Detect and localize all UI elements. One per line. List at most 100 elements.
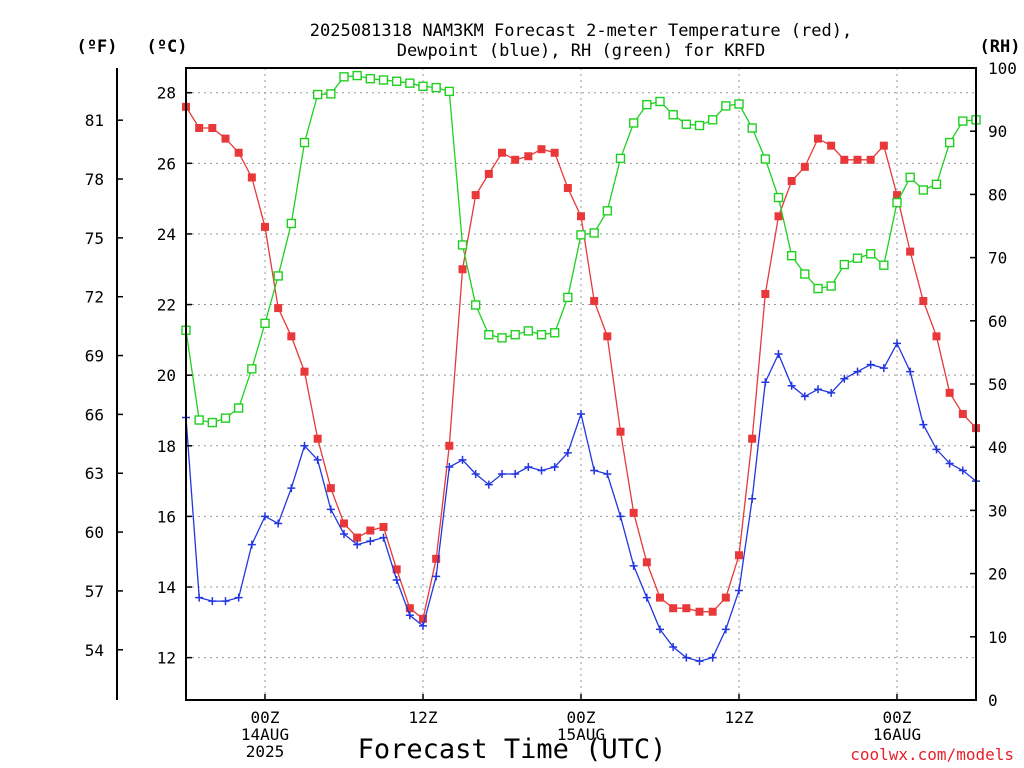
dewpoint-point <box>287 484 296 493</box>
dewpoint-point <box>590 466 599 475</box>
rh-point <box>286 218 297 229</box>
temperature-point <box>405 604 414 613</box>
fahrenheit-tick-label: 66 <box>85 405 104 424</box>
dewpoint-point <box>827 388 836 397</box>
dewpoint-point <box>800 392 809 401</box>
rh-point <box>747 123 757 133</box>
dewpoint-point <box>484 480 493 489</box>
temperature-point <box>893 191 901 200</box>
dewpoint-point <box>195 593 204 602</box>
rh-point <box>576 230 586 240</box>
rh-point <box>760 154 771 164</box>
temperature-point <box>340 519 348 528</box>
rh-tick-label: 50 <box>988 375 1007 394</box>
rh-point <box>800 269 810 279</box>
dewpoint-point <box>958 466 967 475</box>
dewpoint-point <box>814 385 822 394</box>
rh-point <box>444 86 455 97</box>
temperature-point <box>656 593 664 602</box>
rh-point <box>220 413 231 423</box>
temperature-point <box>484 169 493 178</box>
dewpoint-point <box>906 367 915 376</box>
rh-point <box>523 326 534 336</box>
temperature-point <box>708 607 717 616</box>
celsius-unit-label: (ºC) <box>147 37 188 57</box>
temperature-point <box>669 604 678 613</box>
celsius-tick-label: 28 <box>157 84 176 103</box>
dewpoint-point <box>669 643 678 652</box>
rh-tick-label: 70 <box>988 249 1007 268</box>
dewpoint-point <box>748 494 757 503</box>
dewpoint-point <box>392 575 401 584</box>
temperature-point <box>827 141 836 150</box>
rh-point <box>958 116 968 126</box>
temperature-point <box>195 124 204 133</box>
temperature-point <box>932 332 941 341</box>
temperature-point <box>590 297 599 306</box>
dewpoint-point <box>563 448 572 457</box>
dewpoint-point <box>419 621 427 630</box>
rh-tick-label: 10 <box>988 628 1007 647</box>
temperature-point <box>379 522 388 531</box>
dewpoint-point <box>208 597 217 606</box>
dewpoint-point <box>919 420 928 429</box>
dewpoint-point <box>840 374 849 383</box>
rh-point <box>734 99 744 109</box>
dewpoint-point <box>234 593 243 602</box>
dewpoint-point <box>445 462 454 471</box>
temperature-point <box>682 604 691 613</box>
dewpoint-point <box>353 540 362 549</box>
rh-point <box>628 118 639 128</box>
rh-point <box>405 78 415 88</box>
x-tick-label: 15AUG <box>557 725 605 744</box>
celsius-tick-label: 24 <box>157 225 176 244</box>
rh-point <box>365 74 376 84</box>
rh-point <box>839 259 850 270</box>
fahrenheit-tick-label: 81 <box>85 111 104 130</box>
site-credit: coolwx.com/models <box>850 745 1014 764</box>
fahrenheit-tick-label: 69 <box>85 347 104 366</box>
rh-point <box>707 115 718 125</box>
rh-point <box>247 364 257 374</box>
temperature-point <box>563 184 572 193</box>
rh-point <box>299 137 310 148</box>
temperature-point <box>366 526 375 535</box>
x-tick-label: 12Z <box>725 708 754 727</box>
temperature-point <box>234 148 243 157</box>
dewpoint-point <box>656 625 664 634</box>
rh-tick-label: 40 <box>988 438 1007 457</box>
dewpoint-point <box>511 470 520 479</box>
temperature-point <box>919 297 928 306</box>
rh-point <box>655 96 665 107</box>
temperature-point <box>261 222 269 231</box>
rh-point <box>852 253 863 263</box>
dewpoint-point <box>300 441 309 450</box>
rh-tick-label: 80 <box>988 185 1007 204</box>
rh-point <box>602 206 613 216</box>
temperature-point <box>761 289 770 298</box>
fahrenheit-tick-label: 75 <box>85 229 104 248</box>
x-tick-label: 00Z <box>567 708 596 727</box>
dewpoint-point <box>708 653 717 662</box>
dewpoint-point <box>879 364 888 373</box>
rh-point <box>378 75 389 85</box>
temperature-point <box>800 162 809 171</box>
rh-tick-label: 90 <box>988 122 1007 141</box>
fahrenheit-tick-label: 57 <box>85 582 104 601</box>
rh-tick-label: 30 <box>988 501 1007 520</box>
rh-point <box>391 76 402 86</box>
temperature-point <box>721 593 730 602</box>
dewpoint-point <box>524 462 533 471</box>
series-layer <box>181 70 981 666</box>
dewpoint-point <box>498 470 506 479</box>
temperature-point <box>498 148 506 157</box>
celsius-tick-label: 12 <box>157 649 176 668</box>
dewpoint-point <box>866 360 875 369</box>
temperature-point <box>247 173 256 182</box>
rh-point <box>510 330 520 340</box>
dewpoint-point <box>616 512 625 521</box>
temperature-point <box>840 155 849 164</box>
chart-title-line-2: Dewpoint (blue), RH (green) for KRFD <box>397 41 765 61</box>
dewpoint-point <box>458 455 467 464</box>
